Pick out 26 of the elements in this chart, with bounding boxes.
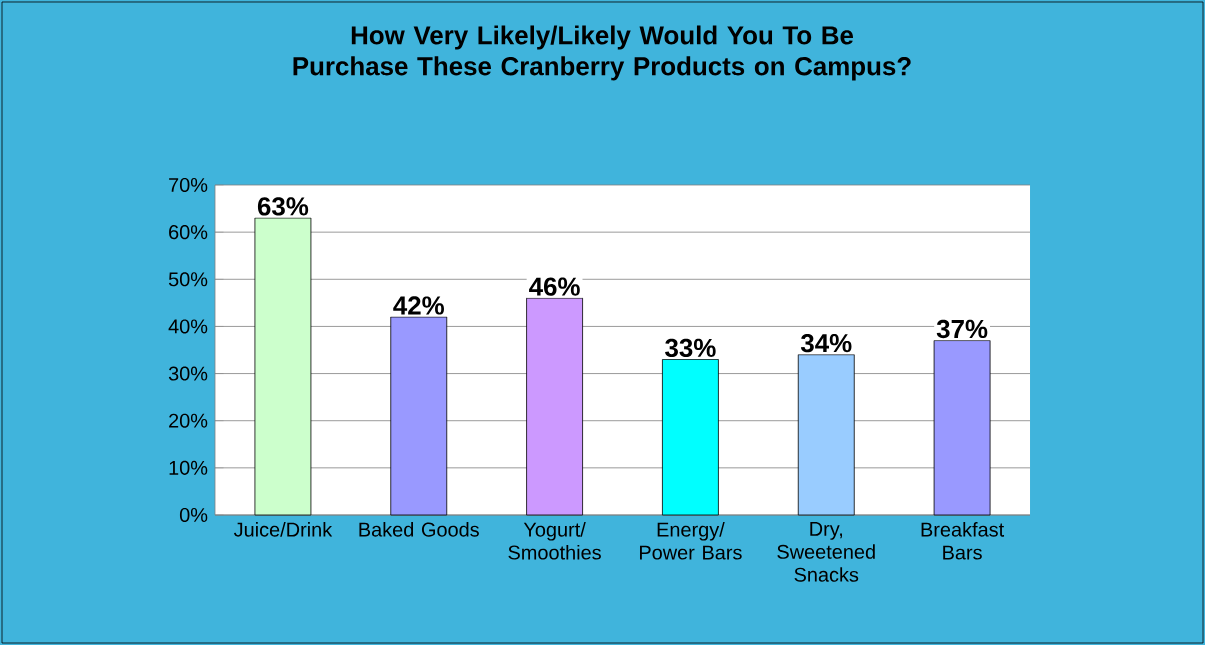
x-tick-label: Yogurt/ Smoothies [508,522,601,560]
bar [526,297,583,516]
bar [797,354,855,516]
bar [390,316,448,516]
x-tick-label: Juice/Drink [233,522,333,537]
y-tick-label: 20% [169,413,208,428]
x-tick-label: Dry, Sweetened Snacks [777,522,875,582]
y-tick-label: 50% [168,272,208,287]
bar [662,359,719,516]
data-label: 46% [529,277,580,296]
y-tick-label: 30% [168,366,208,381]
data-label: 42% [393,296,444,315]
y-tick-label: 60% [169,225,208,240]
bar [254,217,312,516]
y-tick-label: 70% [169,177,208,193]
x-tick-label: Baked Goods [359,522,479,537]
x-tick-label: Energy/ Power Bars [640,522,742,560]
y-tick-label: 10% [169,460,208,475]
chart-title: How Very Likely/Likely Would You To Be Purchase These Cranberry Products on Campus? [293,25,911,81]
data-label: 37% [936,319,988,339]
y-tick-label: 40% [168,319,208,334]
x-tick-label: Breakfast Bars [921,522,1005,560]
data-label: 34% [800,333,852,353]
data-label: 33% [665,338,716,358]
y-tick-label: 0% [179,507,208,523]
data-label: 63% [257,197,309,216]
